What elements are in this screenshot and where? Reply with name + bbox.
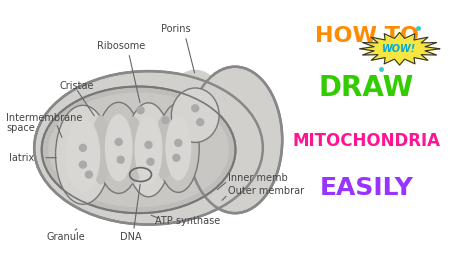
Circle shape [192, 105, 199, 112]
Circle shape [115, 138, 122, 146]
Ellipse shape [124, 116, 144, 184]
Text: Cristae: Cristae [59, 81, 93, 90]
Ellipse shape [91, 115, 111, 184]
Circle shape [173, 154, 180, 161]
Text: Outer membrar: Outer membrar [228, 186, 304, 196]
Ellipse shape [96, 102, 141, 193]
Circle shape [145, 142, 152, 148]
Ellipse shape [126, 103, 171, 197]
Text: MITOCHONDRIA: MITOCHONDRIA [292, 132, 441, 150]
Text: HOW TO: HOW TO [315, 26, 419, 45]
Circle shape [175, 139, 182, 146]
Ellipse shape [65, 118, 100, 192]
Text: Intermembrane: Intermembrane [6, 113, 83, 123]
Circle shape [80, 144, 86, 151]
Circle shape [197, 119, 204, 126]
Circle shape [117, 156, 124, 163]
Text: EASILY: EASILY [319, 176, 413, 200]
Ellipse shape [105, 114, 133, 181]
Circle shape [85, 171, 92, 178]
Circle shape [80, 161, 86, 168]
Circle shape [147, 158, 154, 165]
Text: ATP synthase: ATP synthase [155, 216, 221, 226]
Text: Granule: Granule [46, 232, 85, 242]
Ellipse shape [135, 115, 163, 184]
Text: DNA: DNA [120, 232, 141, 242]
Ellipse shape [157, 103, 199, 192]
Ellipse shape [188, 67, 282, 213]
Ellipse shape [48, 92, 229, 207]
Polygon shape [359, 32, 439, 65]
Ellipse shape [172, 88, 219, 142]
Text: Porins: Porins [161, 24, 190, 34]
Text: space: space [6, 123, 35, 133]
Text: Inner memb: Inner memb [228, 173, 288, 182]
Ellipse shape [42, 86, 236, 213]
Text: DRAW: DRAW [319, 74, 414, 102]
Text: Iatrix: Iatrix [9, 153, 35, 163]
Ellipse shape [34, 71, 263, 225]
Text: WOW!: WOW! [383, 44, 417, 54]
Circle shape [137, 107, 144, 114]
Ellipse shape [55, 105, 110, 204]
Ellipse shape [155, 70, 235, 216]
Text: Ribosome: Ribosome [97, 41, 145, 51]
Ellipse shape [165, 115, 191, 181]
Circle shape [162, 117, 169, 124]
Ellipse shape [155, 116, 173, 180]
